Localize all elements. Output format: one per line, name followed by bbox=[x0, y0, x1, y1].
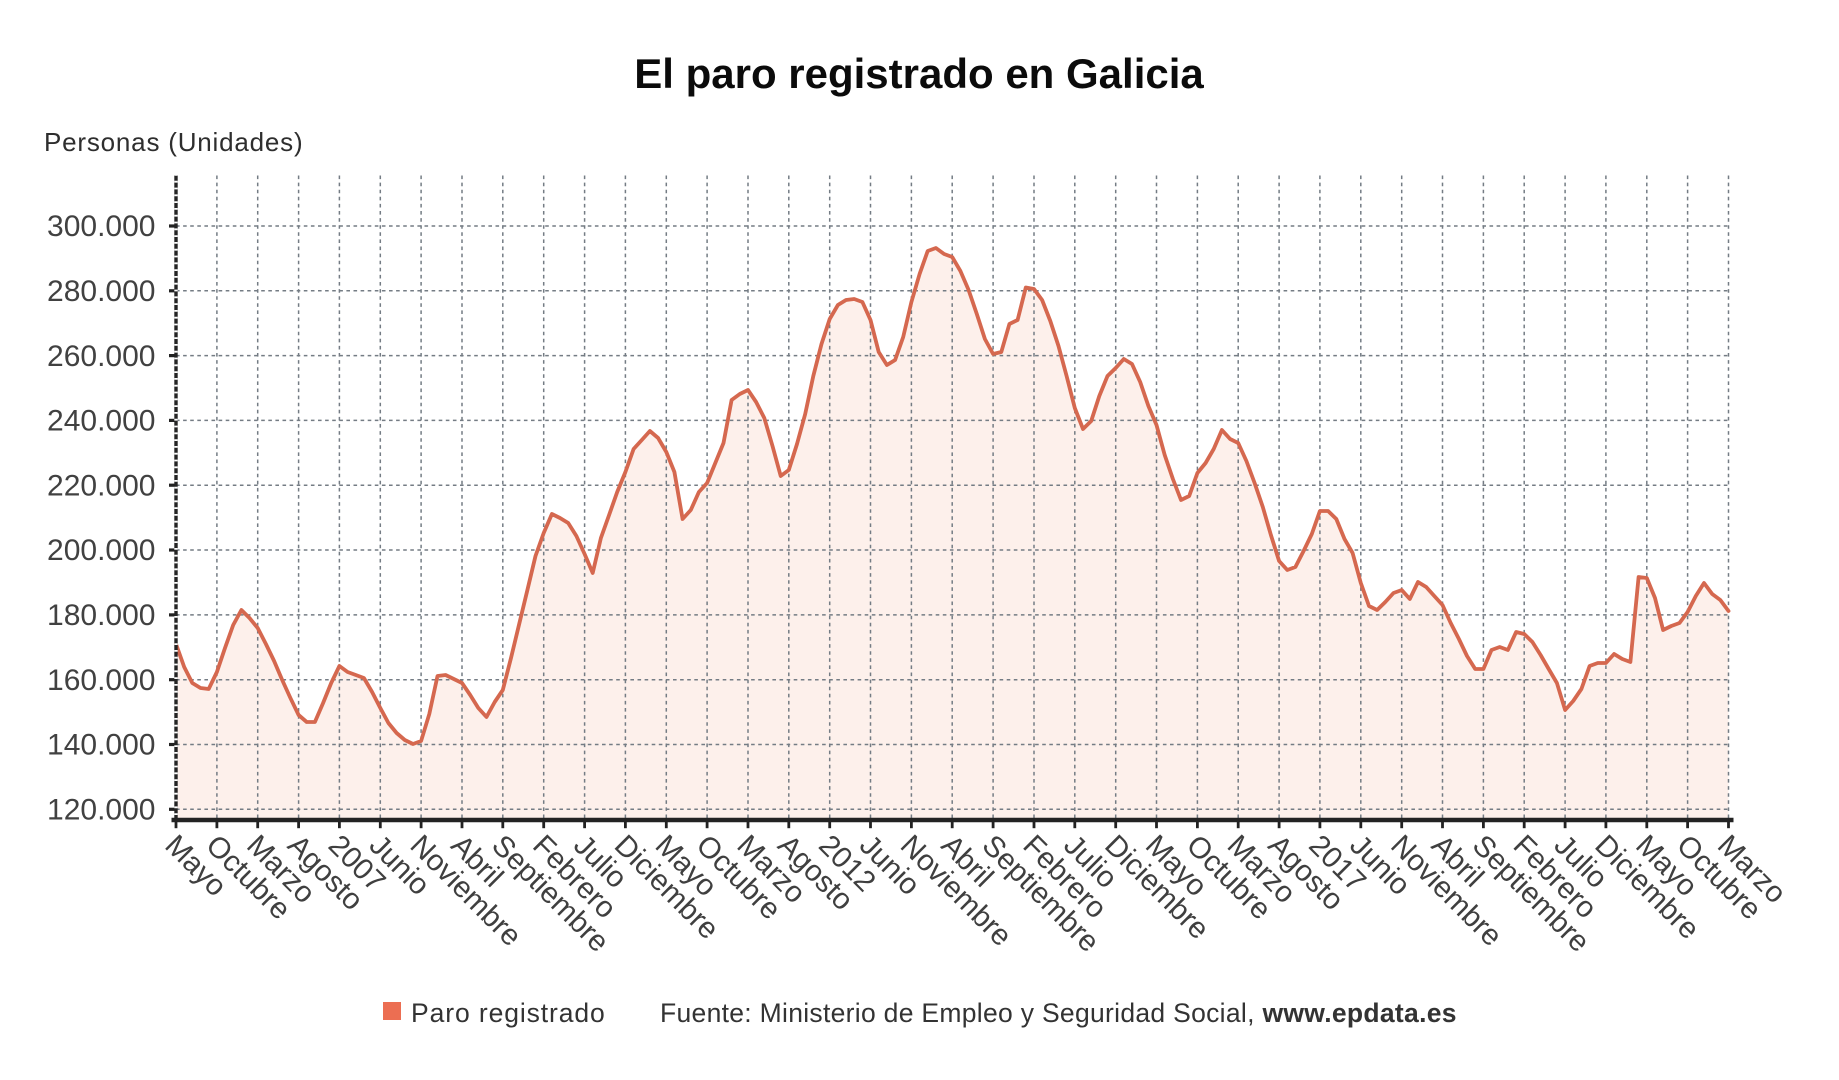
svg-text:Paro registrado: Paro registrado bbox=[411, 998, 606, 1028]
svg-text:180.000: 180.000 bbox=[47, 599, 155, 632]
svg-text:220.000: 220.000 bbox=[47, 469, 155, 502]
svg-text:Fuente: Ministerio de Empleo y: Fuente: Ministerio de Empleo y Seguridad… bbox=[660, 998, 1457, 1028]
svg-text:240.000: 240.000 bbox=[47, 405, 155, 438]
svg-text:280.000: 280.000 bbox=[47, 275, 155, 308]
svg-text:140.000: 140.000 bbox=[47, 729, 155, 762]
svg-text:300.000: 300.000 bbox=[47, 210, 155, 243]
svg-text:Personas (Unidades): Personas (Unidades) bbox=[44, 127, 303, 157]
svg-text:200.000: 200.000 bbox=[47, 534, 155, 567]
svg-text:160.000: 160.000 bbox=[47, 664, 155, 697]
svg-text:El paro registrado en Galicia: El paro registrado en Galicia bbox=[634, 50, 1204, 97]
svg-text:260.000: 260.000 bbox=[47, 340, 155, 373]
svg-text:120.000: 120.000 bbox=[47, 794, 155, 827]
